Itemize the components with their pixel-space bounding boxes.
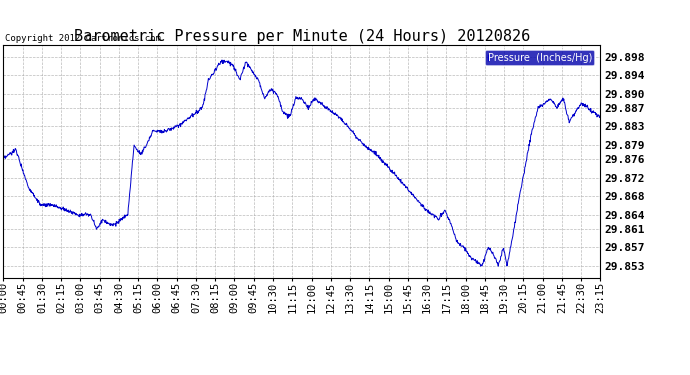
Text: Copyright 2012 Cartronics.com: Copyright 2012 Cartronics.com bbox=[5, 34, 161, 43]
Legend: Pressure  (Inches/Hg): Pressure (Inches/Hg) bbox=[485, 50, 595, 66]
Title: Barometric Pressure per Minute (24 Hours) 20120826: Barometric Pressure per Minute (24 Hours… bbox=[74, 29, 530, 44]
